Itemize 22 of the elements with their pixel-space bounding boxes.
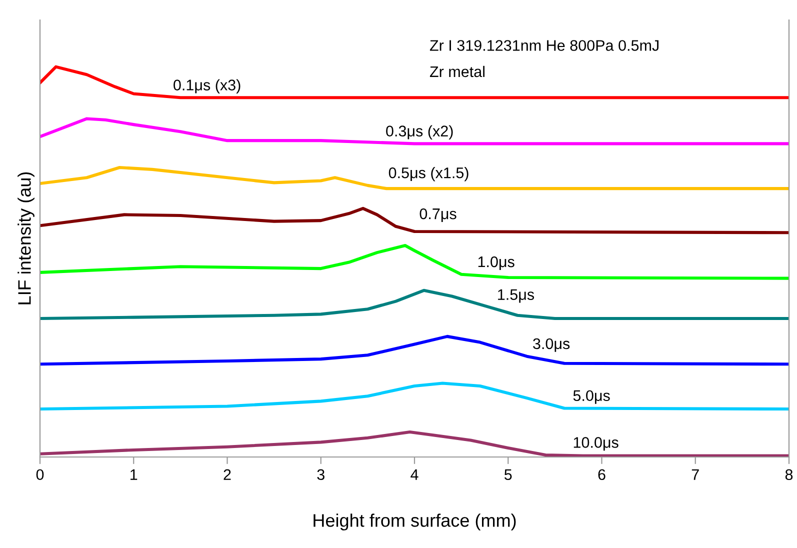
x-tick-label: 8	[785, 469, 793, 480]
series-label: 3.0μs	[533, 338, 570, 352]
text: Zr I 319.1231nm He 800Pa 0.5mJ	[430, 40, 658, 51]
series-label: 0.5μs (x1.5)	[388, 167, 468, 182]
x-tick-label: 5	[504, 469, 512, 480]
x-tick-label: 6	[598, 469, 606, 480]
x-tick-label: 3	[317, 469, 324, 480]
series-label: 0.7μs	[420, 208, 456, 222]
y-axis-title: LIF intensity (au)	[18, 172, 34, 304]
series-label: 0.1μs (x3)	[174, 79, 240, 94]
series-label: 10.0μs	[574, 437, 618, 451]
x-tick-label: 1	[130, 469, 138, 480]
x-axis-title: Height from surface (mm)	[314, 514, 516, 530]
x-tick-label: 7	[692, 469, 699, 480]
annotation: Zr metal	[430, 66, 484, 78]
x-tick-label: 0	[36, 469, 44, 480]
series-label: 1.0μs	[478, 256, 514, 270]
series-label: 1.5μs	[498, 289, 534, 303]
series-label: 0.3μs (x2)	[386, 125, 453, 140]
x-tick-label: 2	[224, 469, 231, 480]
x-tick-label: 4	[410, 469, 418, 480]
series-label: 5.0μs	[573, 390, 610, 404]
